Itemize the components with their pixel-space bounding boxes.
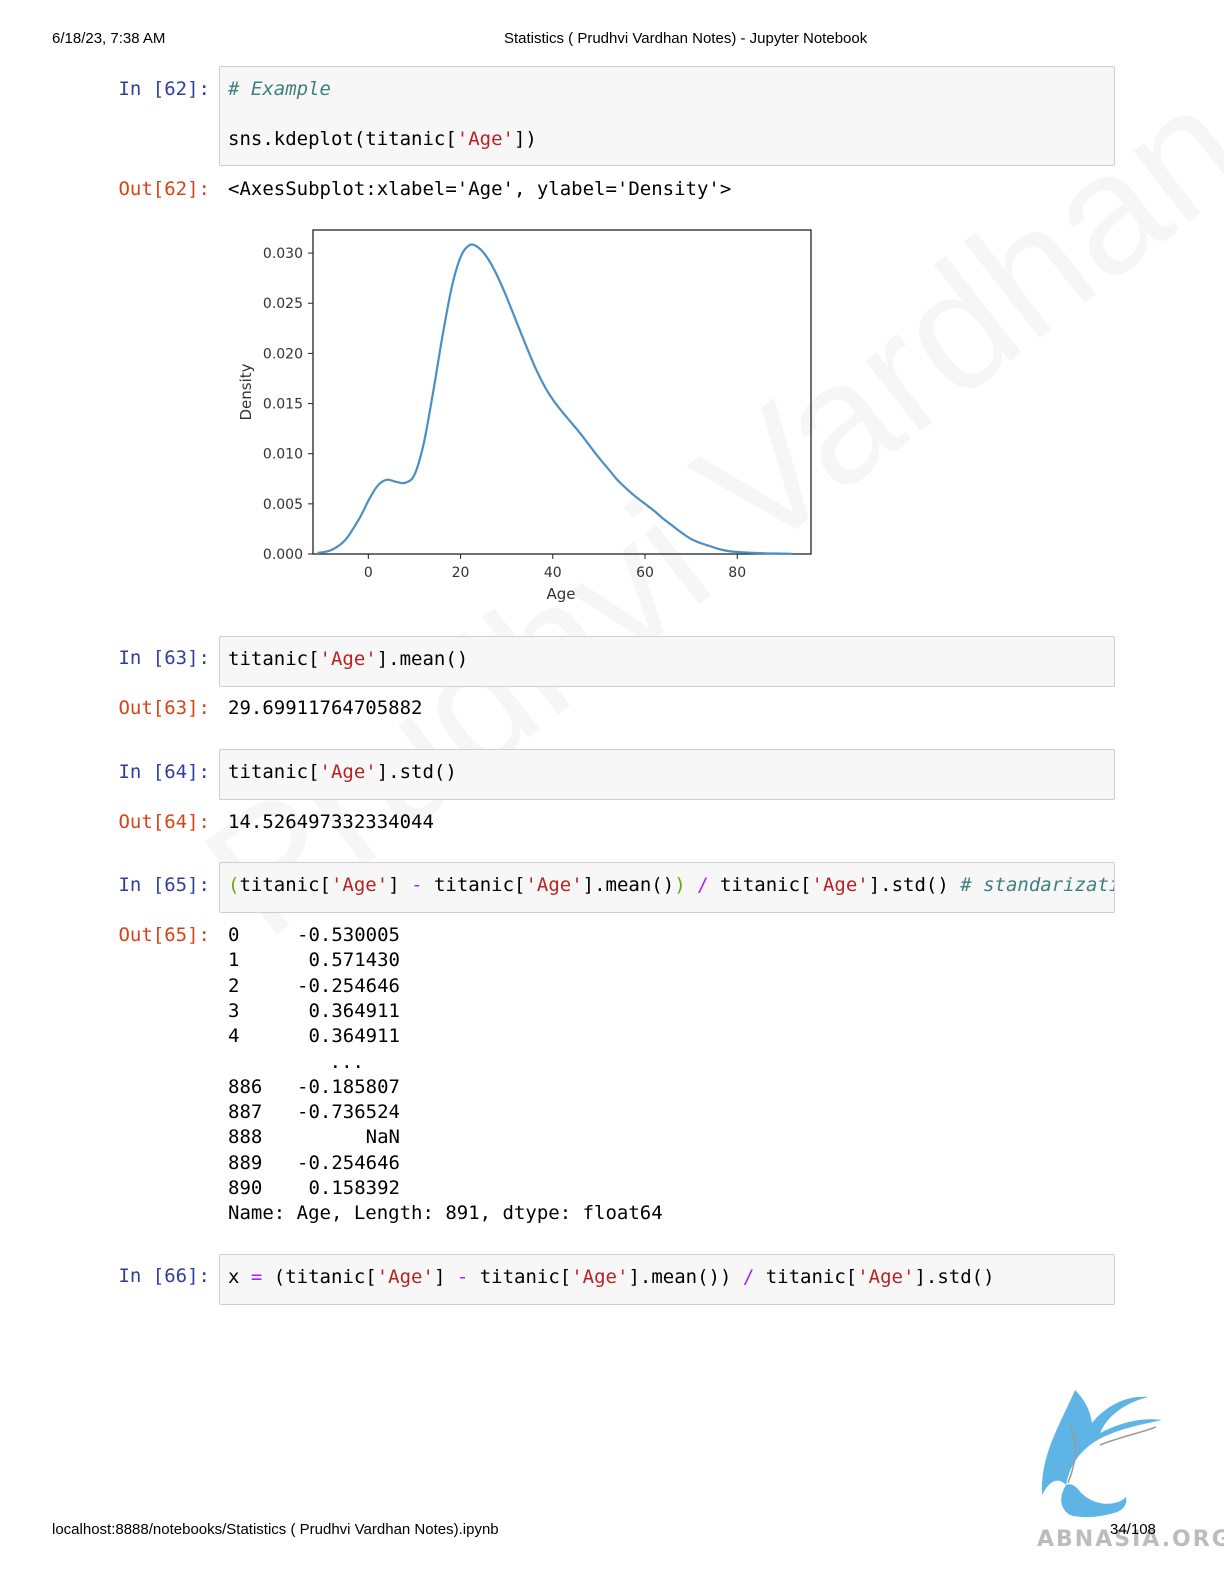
- eagle-logo-icon: [1041, 1390, 1162, 1518]
- code-cell-66[interactable]: x = (titanic['Age'] - titanic['Age'].mea…: [219, 1254, 1115, 1305]
- out-prompt-65: Out[65]:: [118, 924, 210, 946]
- x-tick-label: 0: [364, 565, 373, 581]
- series-index: 888: [228, 1126, 263, 1149]
- in-prompt-65: In [65]:: [118, 874, 210, 896]
- code-cell-63[interactable]: titanic['Age'].mean(): [219, 636, 1115, 687]
- code-cell-62[interactable]: # Example sns.kdeplot(titanic['Age']): [219, 66, 1115, 166]
- series-value: -0.736524: [297, 1101, 400, 1124]
- output-65: 0 -0.530005 1 0.571430 2 -0.254646 3 0.364911 4 0…: [228, 924, 728, 1234]
- series-index: 889: [228, 1151, 263, 1174]
- y-tick-label: 0.025: [263, 296, 303, 312]
- print-datetime: 6/18/23, 7:38 AM: [52, 30, 166, 47]
- series-index: 0: [228, 924, 240, 946]
- y-tick-label: 0.015: [263, 397, 303, 413]
- series-value: -0.185807: [297, 1075, 400, 1098]
- y-tick-label: 0.010: [263, 447, 303, 463]
- series-value: ...: [329, 1050, 364, 1073]
- series-value: -0.254646: [297, 1151, 400, 1174]
- series-index: 886: [228, 1075, 263, 1098]
- x-axis-label: Age: [546, 585, 575, 603]
- series-value: -0.254646: [297, 974, 400, 997]
- y-tick-label: 0.020: [263, 346, 303, 362]
- output-64: 14.526497332334044: [228, 811, 434, 833]
- x-tick-label: 20: [452, 565, 470, 581]
- in-prompt-63: In [63]:: [118, 647, 210, 669]
- series-value: -0.530005: [297, 924, 400, 946]
- code-line: sns.kdeplot(titanic['Age']): [228, 128, 537, 150]
- out-prompt-63: Out[63]:: [118, 697, 210, 719]
- output-63: 29.69911764705882: [228, 697, 423, 719]
- output-62: <AxesSubplot:xlabel='Age', ylabel='Densi…: [228, 178, 732, 200]
- code-comment: # Example: [228, 78, 331, 100]
- print-title: Statistics ( Prudhvi Vardhan Notes) - Ju…: [504, 30, 868, 47]
- kde-plot: 0.000 0.005 0.010 0.015 0.020 0.025 0.030 0 20 4…: [237, 229, 812, 603]
- in-prompt-64: In [64]:: [118, 761, 210, 783]
- plot-frame: [312, 229, 812, 555]
- out-prompt-64: Out[64]:: [118, 811, 210, 833]
- out-prompt-62: Out[62]:: [118, 178, 210, 200]
- code-line: x = (titanic['Age'] - titanic['Age'].mea…: [228, 1266, 995, 1288]
- code-line: (titanic['Age'] - titanic['Age'].mean())…: [228, 874, 1115, 896]
- series-footer: Name: Age, Length: 891, dtype: float64: [228, 1202, 663, 1225]
- print-url: localhost:8888/notebooks/Statistics ( Pr…: [52, 1521, 499, 1538]
- density-line: [317, 243, 793, 555]
- series-value: NaN: [365, 1126, 400, 1149]
- series-value: 0.364911: [308, 999, 400, 1022]
- x-tick-label: 80: [728, 565, 746, 581]
- x-tick-label: 60: [636, 565, 654, 581]
- code-line: titanic['Age'].std(): [228, 761, 457, 783]
- code-cell-65[interactable]: (titanic['Age'] - titanic['Age'].mean())…: [219, 862, 1115, 913]
- series-value: 0.364911: [308, 1025, 400, 1048]
- y-tick-label: 0.005: [263, 497, 303, 513]
- in-prompt-66: In [66]:: [118, 1265, 210, 1287]
- code-cell-64[interactable]: titanic['Age'].std(): [219, 749, 1115, 800]
- y-tick-label: 0.000: [263, 547, 303, 563]
- series-value: 0.158392: [308, 1177, 400, 1199]
- series-index: 4: [228, 1025, 240, 1048]
- x-tick-label: 40: [544, 565, 562, 581]
- y-axis-label: Density: [237, 363, 255, 420]
- series-index: 2: [228, 974, 240, 997]
- series-index: 3: [228, 999, 240, 1022]
- code-line: titanic['Age'].mean(): [228, 648, 469, 670]
- in-prompt-62: In [62]:: [118, 78, 210, 100]
- series-index: 890: [228, 1177, 263, 1199]
- series-index: 1: [228, 949, 240, 972]
- series-value: 0.571430: [308, 949, 400, 972]
- y-tick-label: 0.030: [263, 246, 303, 262]
- logo-text: ABNASIA.ORG: [1037, 1527, 1224, 1552]
- page-number: 34/108: [1110, 1521, 1156, 1538]
- series-index: 887: [228, 1101, 263, 1124]
